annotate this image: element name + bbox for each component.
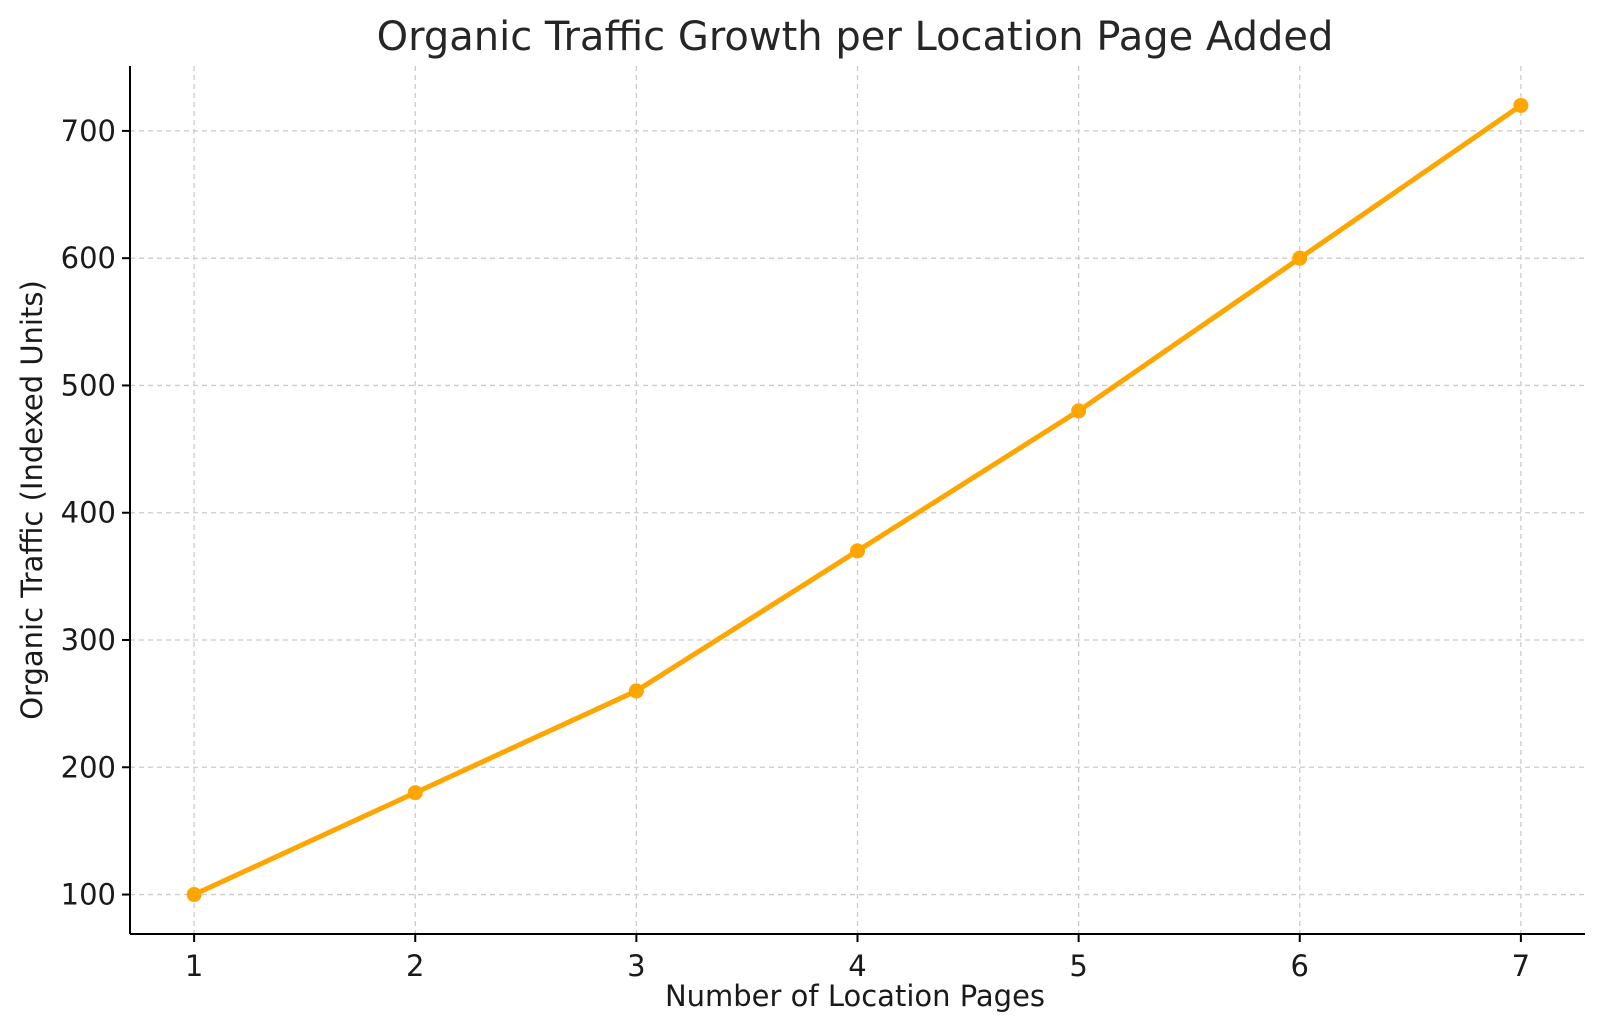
y-axis-label: Organic Traffic (Indexed Units)	[15, 280, 49, 720]
x-tick-label: 3	[627, 949, 645, 983]
data-point	[1292, 250, 1308, 266]
x-tick-label: 7	[1512, 949, 1530, 983]
x-tick-label: 4	[848, 949, 866, 983]
y-tick-label: 500	[61, 368, 116, 402]
y-tick-label: 700	[61, 114, 116, 148]
data-point	[1071, 403, 1087, 419]
y-tick-label: 200	[61, 750, 116, 784]
y-tick-label: 100	[61, 878, 116, 912]
series-layer	[186, 97, 1529, 903]
grid-lines	[130, 66, 1585, 934]
data-point	[1513, 97, 1529, 113]
data-point	[850, 543, 865, 559]
x-tick-label: 6	[1291, 949, 1309, 983]
data-point	[186, 887, 202, 903]
data-point	[628, 683, 644, 699]
x-tick-label: 1	[185, 949, 203, 983]
x-tick-label: 5	[1069, 949, 1087, 983]
y-tick-label: 300	[61, 623, 116, 657]
x-axis-label: Number of Location Pages	[665, 979, 1045, 1013]
y-tick-label: 600	[61, 241, 116, 275]
tick-labels: 1 2 3 4 5 6 7 100 200 300 400 500 600 700	[61, 114, 1530, 983]
y-tick-label: 400	[61, 496, 116, 530]
x-tick-label: 2	[406, 949, 424, 983]
chart-title: Organic Traffic Growth per Location Page…	[377, 14, 1334, 60]
data-point	[407, 785, 423, 801]
axes	[122, 66, 1585, 942]
